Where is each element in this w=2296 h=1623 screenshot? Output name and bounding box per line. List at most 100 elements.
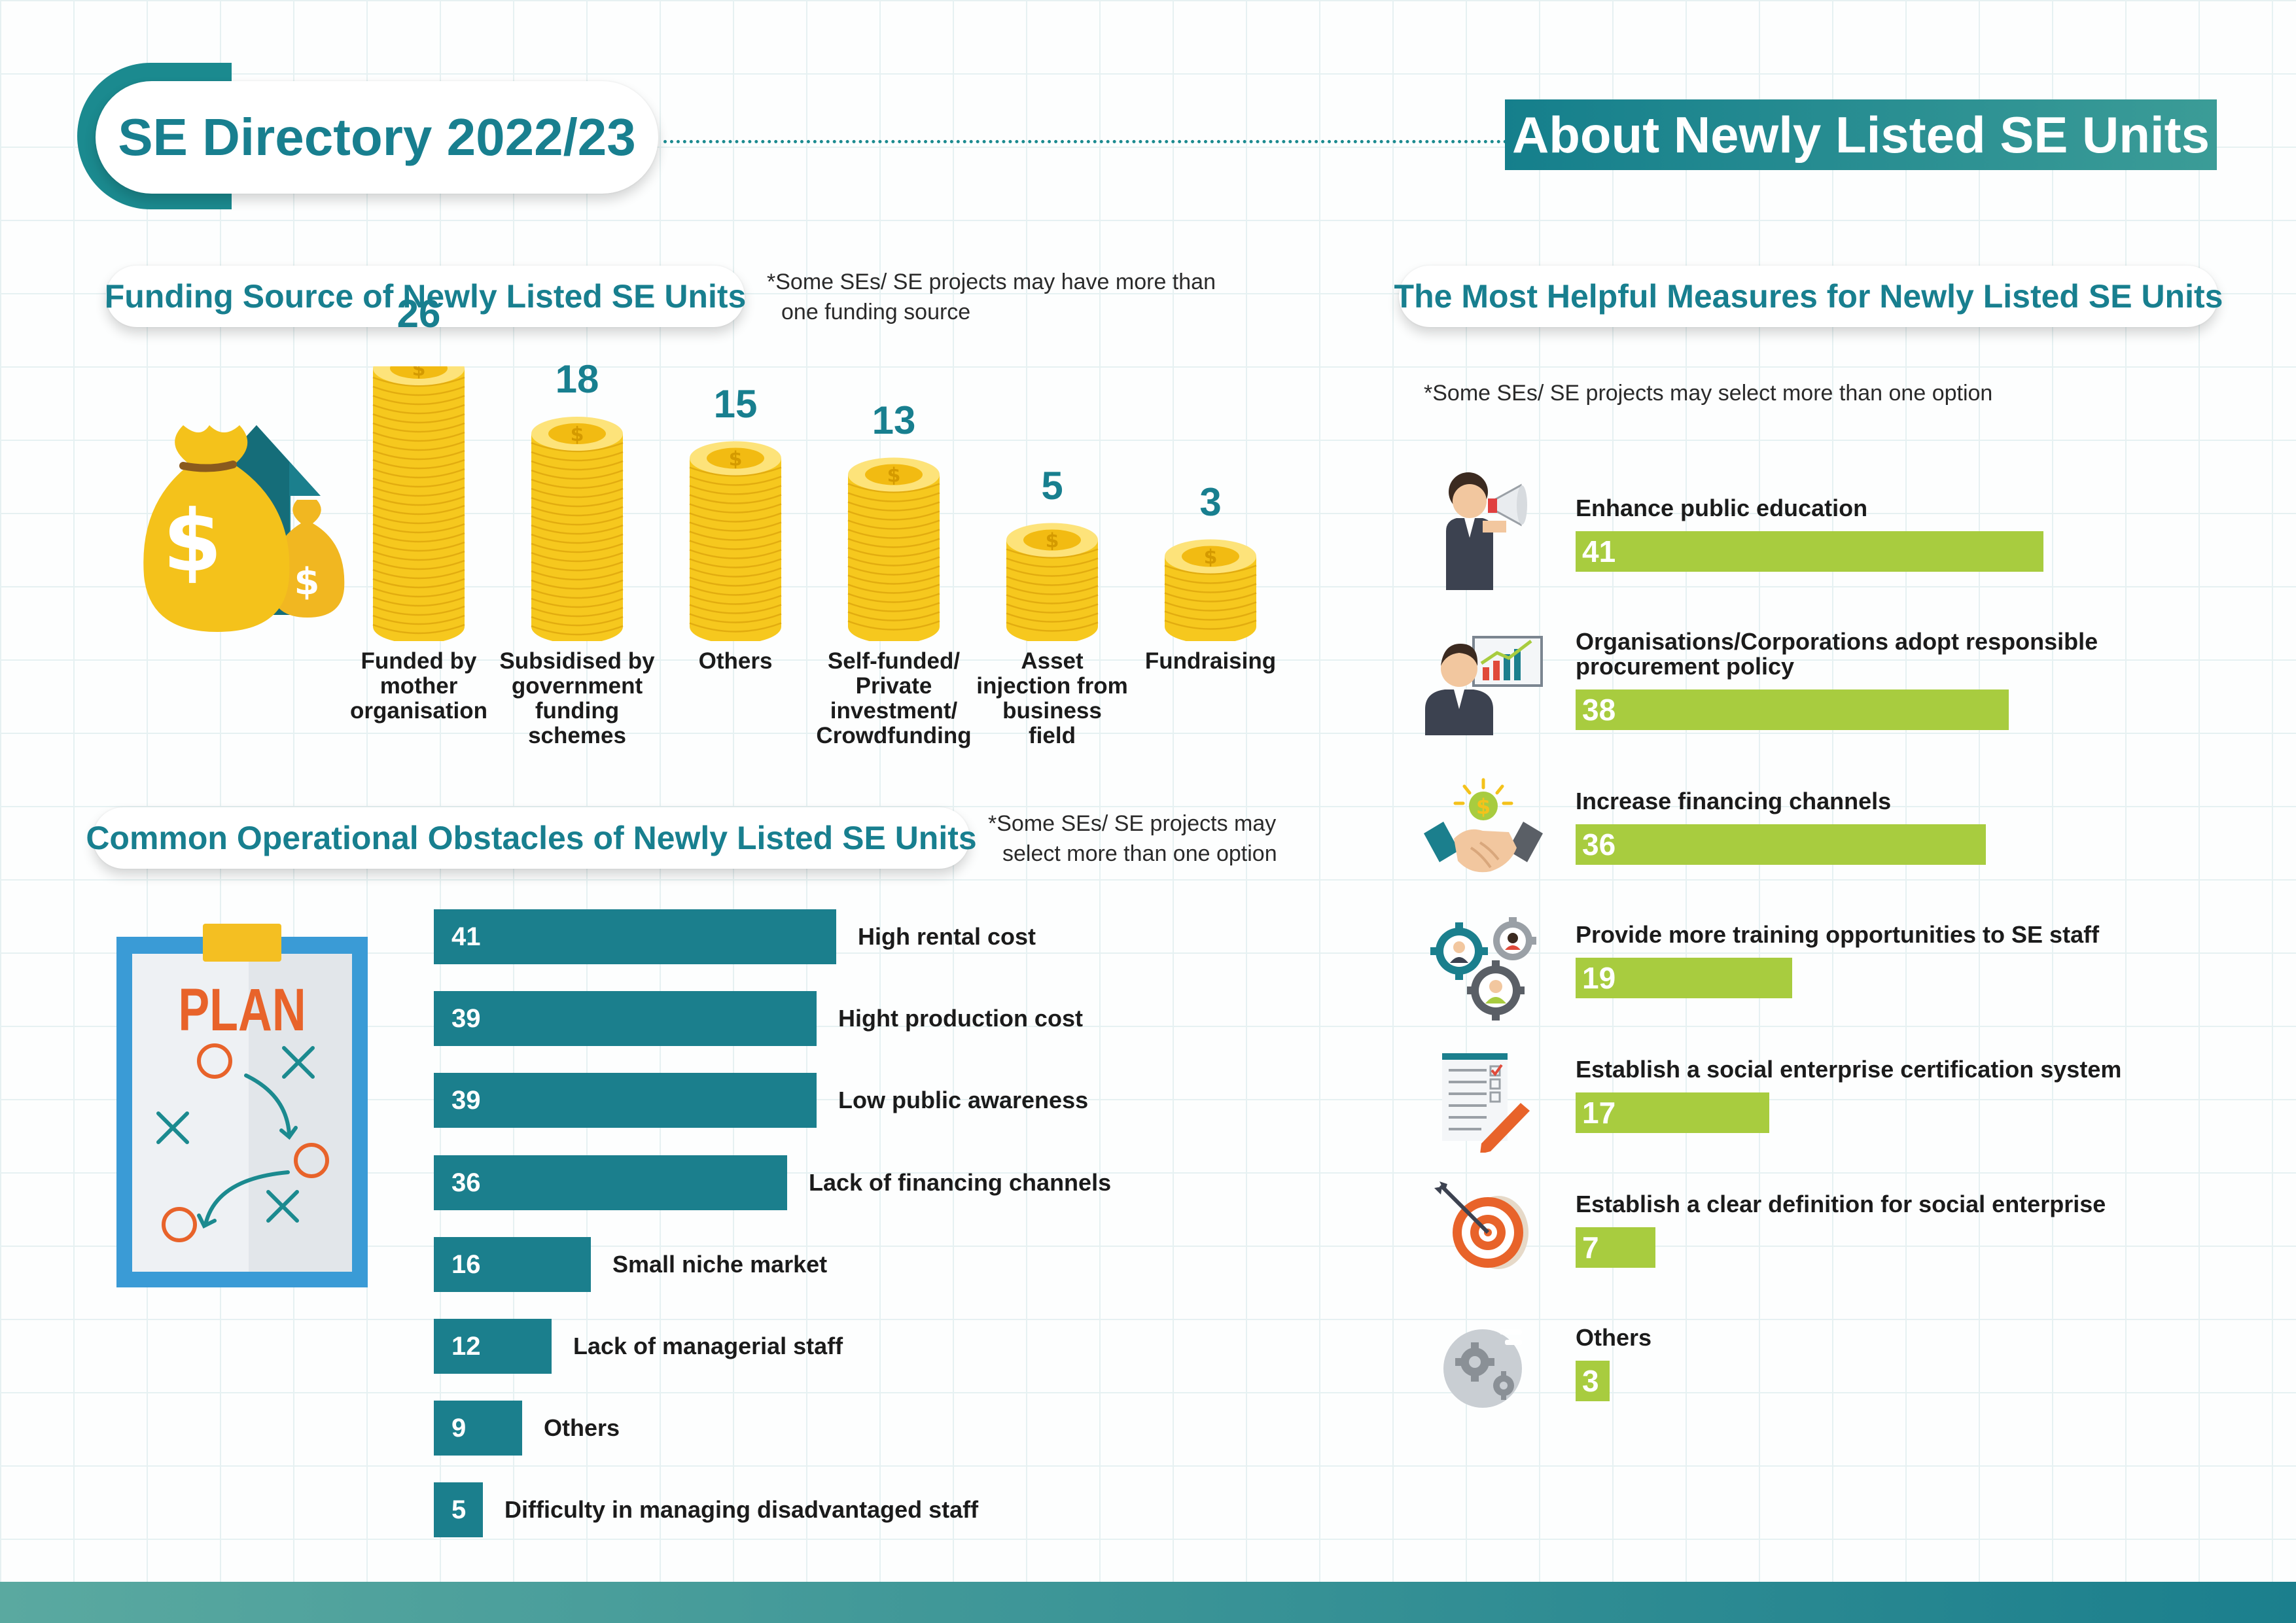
money-bag-arrow-icon: $ $ — [143, 425, 345, 632]
coin-category-line: Subsidised by — [499, 648, 655, 674]
svg-text:$: $ — [729, 448, 743, 471]
megaphone-icon — [1446, 472, 1527, 590]
obstacle-value: 16 — [451, 1249, 481, 1279]
measure-value: 19 — [1582, 961, 1616, 995]
directory-title: SE Directory 2022/23 — [96, 81, 658, 194]
measure-label: Provide more training opportunities to S… — [1576, 921, 2100, 948]
obstacle-label: Lack of financing channels — [809, 1168, 1112, 1196]
obstacles-title: Common Operational Obstacles of Newly Li… — [86, 807, 977, 869]
measure-value: 3 — [1582, 1364, 1599, 1398]
coin-category-line: schemes — [528, 723, 626, 748]
svg-text:$: $ — [571, 423, 584, 446]
coin-category-line: Fundraising — [1144, 648, 1277, 674]
measures-title: The Most Helpful Measures for Newly List… — [1394, 266, 2223, 327]
measure-bar — [1576, 1227, 1655, 1268]
coin-value-label: 3 — [1199, 480, 1222, 524]
coin-category-line: injection from — [976, 673, 1128, 699]
obstacle-label: Lack of managerial staff — [573, 1333, 843, 1359]
obstacle-value: 41 — [451, 922, 481, 951]
coin-stack: $ — [1164, 539, 1257, 641]
obstacle-bar — [434, 991, 817, 1047]
measure-label: Others — [1576, 1324, 1652, 1351]
coin-value-label: 18 — [555, 357, 599, 401]
presentation-icon — [1425, 636, 1543, 735]
measures-note: *Some SEs/ SE projects may select more t… — [1424, 381, 1993, 406]
coin-category-line: funding — [535, 698, 620, 724]
obstacle-bar — [434, 1073, 817, 1128]
coin-category-line: Self-funded/ — [827, 648, 961, 674]
coin-value-label: 5 — [1041, 463, 1063, 508]
obstacles-note-line2: select more than one option — [1002, 841, 1277, 866]
measure-bar — [1576, 824, 1987, 865]
coin-value-label: 13 — [872, 398, 916, 442]
obstacle-bar — [434, 1236, 591, 1292]
funding-title: Funding Source of Newly Listed SE Units — [105, 266, 746, 327]
obstacle-value: 36 — [451, 1168, 481, 1197]
coin-stack: $ — [531, 417, 624, 641]
coin-category-line: government — [511, 673, 643, 699]
obstacle-label: Difficulty in managing disadvantaged sta… — [504, 1496, 979, 1524]
measure-value: 41 — [1582, 534, 1616, 568]
obstacle-bar — [434, 909, 836, 964]
coin-stack: $ — [689, 441, 782, 641]
obstacle-value: 12 — [451, 1332, 481, 1361]
measure-bar — [1576, 1092, 1770, 1133]
coin-stack: $ — [847, 457, 940, 641]
footer-band — [0, 1582, 2296, 1623]
measure-label: Organisations/Corporations adopt respons… — [1576, 628, 2098, 655]
coin-category-line: investment/ — [830, 698, 958, 724]
svg-text:$: $ — [163, 491, 222, 591]
section-title-banner — [1505, 99, 2217, 170]
coin-category-label: Funded by mother organisation — [337, 649, 501, 724]
measure-label: Establish a social enterprise certificat… — [1576, 1056, 2122, 1083]
coin-category-line: business — [1002, 698, 1102, 724]
coin-value-label: 15 — [713, 381, 758, 426]
svg-text:$: $ — [1476, 794, 1491, 819]
obstacle-bar — [434, 1482, 483, 1538]
obstacles-note-line1: *Some SEs/ SE projects may — [988, 811, 1277, 836]
coin-category-line: field — [1029, 723, 1076, 748]
obstacle-label: Others — [544, 1414, 620, 1442]
svg-text:$: $ — [412, 366, 426, 381]
coin-category-label: Subsidised by government funding schemes — [495, 649, 659, 748]
target-icon — [1434, 1181, 1528, 1269]
measure-label: Enhance public education — [1576, 495, 1868, 521]
coin-category-label: Self-funded/Private investment/Crowdfundi… — [812, 649, 976, 748]
obstacle-value: 9 — [451, 1414, 467, 1443]
obstacle-bar — [434, 1155, 787, 1210]
measure-value: 36 — [1582, 828, 1616, 862]
team-gears-icon — [1430, 917, 1536, 1021]
coin-category-line: Private — [855, 673, 932, 699]
measure-label: Increase financing channels — [1576, 788, 1892, 814]
header-dotted-line — [663, 140, 1508, 143]
measure-value: 38 — [1582, 693, 1616, 727]
coin-category-line: organisation — [349, 698, 488, 724]
coin-value-label: 26 — [397, 292, 441, 336]
section-title: About Newly Listed SE Units — [1511, 106, 2210, 164]
obstacle-label: High rental cost — [858, 923, 1036, 950]
svg-text:$: $ — [294, 561, 320, 603]
gears-icon — [1443, 1329, 1522, 1408]
obstacle-label: Hight production cost — [838, 1005, 1083, 1032]
funding-coin-stacks: $ $ $ $ $ $ — [372, 366, 1257, 641]
obstacle-bar — [434, 1319, 552, 1374]
measure-bar — [1576, 1361, 1610, 1401]
obstacle-label: Low public awareness — [838, 1087, 1089, 1114]
funding-note-line2: one funding source — [781, 300, 971, 324]
coin-category-label: Others — [654, 649, 817, 674]
measure-label: Establish a clear definition for social … — [1576, 1191, 2106, 1217]
obstacle-label: Small niche market — [612, 1250, 828, 1278]
measure-bar — [1576, 531, 2043, 572]
coin-category-label: Fundraising — [1129, 649, 1292, 674]
obstacle-value: 39 — [451, 1086, 481, 1115]
coin-stack: $ — [1006, 523, 1099, 641]
plan-label: PLAN — [178, 977, 306, 1043]
plan-board-icon: PLAN — [116, 924, 368, 1287]
checklist-icon — [1442, 1053, 1530, 1153]
coin-stack: $ — [372, 366, 465, 641]
obstacle-bar — [434, 1401, 522, 1456]
measure-value: 7 — [1582, 1230, 1599, 1265]
measure-value: 17 — [1582, 1096, 1616, 1130]
obstacle-value: 39 — [451, 1004, 481, 1034]
measure-bar — [1576, 958, 1793, 998]
